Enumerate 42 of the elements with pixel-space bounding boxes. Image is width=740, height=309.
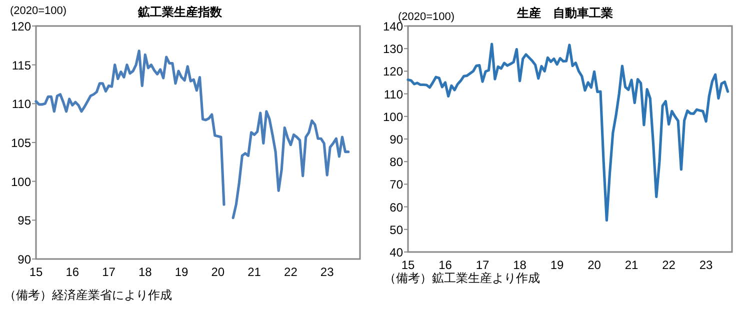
y-tick-label: 100 — [382, 110, 404, 124]
y-tick-label: 80 — [390, 155, 404, 170]
y-tick-label: 130 — [382, 42, 404, 56]
y-tick-label: 40 — [390, 246, 404, 260]
x-tick-label: 17 — [102, 265, 116, 279]
line-series — [406, 42, 730, 222]
x-tick-label: 21 — [248, 265, 262, 279]
x-tick-label: 20 — [588, 258, 602, 272]
y-tick-label: 105 — [10, 136, 32, 150]
y-tick-label: 50 — [390, 222, 404, 237]
y-tick-label: 90 — [390, 132, 404, 146]
chart-title: 生産 自動車工業 — [516, 6, 613, 20]
x-tick-label: 23 — [699, 258, 714, 272]
x-tick-label: 23 — [320, 265, 334, 279]
y-axis-title: (2020=100) — [10, 5, 67, 17]
y-tick-label: 120 — [382, 64, 404, 79]
x-tick-label: 22 — [662, 258, 676, 272]
x-tick-label: 18 — [513, 258, 527, 272]
y-tick-label: 120 — [10, 20, 32, 34]
x-tick-label: 17 — [476, 258, 490, 272]
x-tick-label: 21 — [624, 258, 639, 272]
x-tick-label: 15 — [29, 265, 43, 279]
y-tick-label: 100 — [10, 174, 32, 189]
chart-title: 鉱工業生産指数 — [137, 5, 223, 19]
y-tick-label: 70 — [390, 178, 404, 192]
x-tick-label: 19 — [174, 265, 189, 279]
x-tick-label: 19 — [550, 258, 564, 272]
y-axis-title: (2020=100) — [398, 11, 455, 23]
x-tick-label: 15 — [401, 258, 415, 272]
y-tick-label: 95 — [18, 214, 32, 228]
text: （備考）鉱工業生産より作成 — [384, 271, 540, 285]
y-tick-label: 60 — [390, 200, 404, 214]
y-tick-label: 110 — [12, 97, 32, 112]
text: （備考）経済産業省により作成 — [4, 288, 172, 302]
x-tick-label: 18 — [138, 265, 152, 279]
y-tick-label: 90 — [18, 252, 32, 266]
y-tick-label: 115 — [12, 58, 32, 72]
x-tick-label: 22 — [284, 265, 298, 279]
y-tick-label: 110 — [384, 87, 404, 102]
x-tick-label: 20 — [211, 265, 225, 279]
x-tick-label: 16 — [66, 265, 80, 279]
x-tick-label: 16 — [438, 258, 452, 272]
